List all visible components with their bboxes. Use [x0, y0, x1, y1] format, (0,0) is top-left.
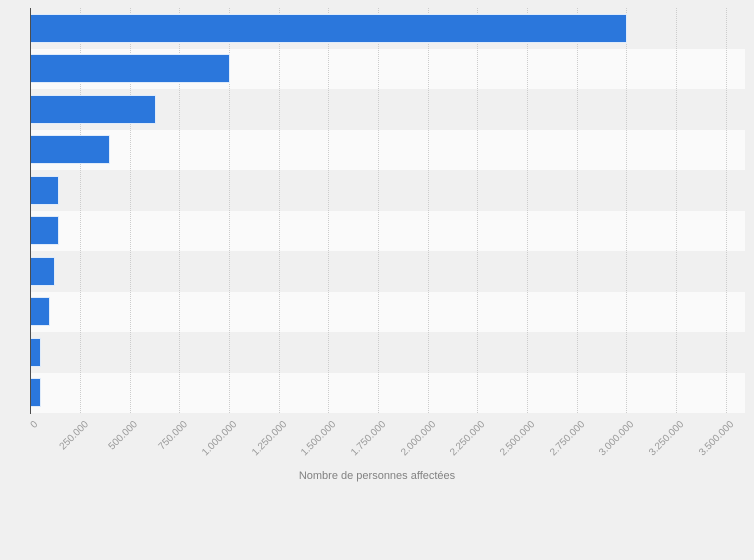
bar[interactable]: [31, 13, 627, 43]
gridline: [129, 8, 131, 413]
gridline: [427, 8, 429, 413]
gridline: [675, 8, 677, 413]
bar[interactable]: [31, 256, 56, 286]
x-tick-label: 2.000.000: [398, 419, 438, 459]
x-tick-label: 1.250.000: [249, 419, 289, 459]
gridline: [328, 8, 330, 413]
row-stripe: [31, 332, 745, 373]
x-axis-title: Nombre de personnes affectées: [298, 470, 456, 482]
row-stripe: [31, 251, 745, 292]
x-tick-label: 0: [29, 419, 41, 431]
bar[interactable]: [31, 175, 60, 205]
bar[interactable]: [31, 54, 230, 84]
x-tick-label: 750.000: [156, 419, 190, 453]
x-tick-label: 1.750.000: [349, 419, 389, 459]
gridline: [626, 8, 628, 413]
x-tick-label: 500.000: [106, 419, 141, 453]
gridline: [526, 8, 528, 413]
gridline: [576, 8, 578, 413]
y-axis-line: [30, 8, 31, 414]
row-stripe: [31, 170, 745, 211]
bar[interactable]: [31, 135, 111, 165]
gridline: [725, 8, 727, 413]
x-tick-label: 3.000.000: [597, 419, 637, 459]
x-tick-label: 2.750.000: [547, 419, 587, 459]
x-tick-label: 3.500.000: [696, 419, 736, 459]
bar[interactable]: [31, 378, 41, 408]
bar[interactable]: [31, 94, 157, 124]
x-tick-label: 1.000.000: [200, 419, 240, 459]
x-tick-label: 1.500.000: [299, 419, 339, 459]
bar[interactable]: [31, 216, 60, 246]
plot-area: [31, 8, 745, 413]
bar[interactable]: [31, 297, 50, 327]
x-tick-label: 2.250.000: [448, 419, 488, 459]
bar[interactable]: [31, 337, 41, 367]
x-tick-label: 3.250.000: [646, 419, 687, 459]
gridline: [179, 8, 181, 413]
gridline: [477, 8, 479, 413]
x-tick-label: 250.000: [57, 419, 91, 453]
x-tick-label: 2.500.000: [497, 419, 538, 459]
gridline: [80, 8, 82, 413]
gridline: [229, 8, 231, 413]
gridline: [378, 8, 379, 413]
gridline: [278, 8, 280, 413]
